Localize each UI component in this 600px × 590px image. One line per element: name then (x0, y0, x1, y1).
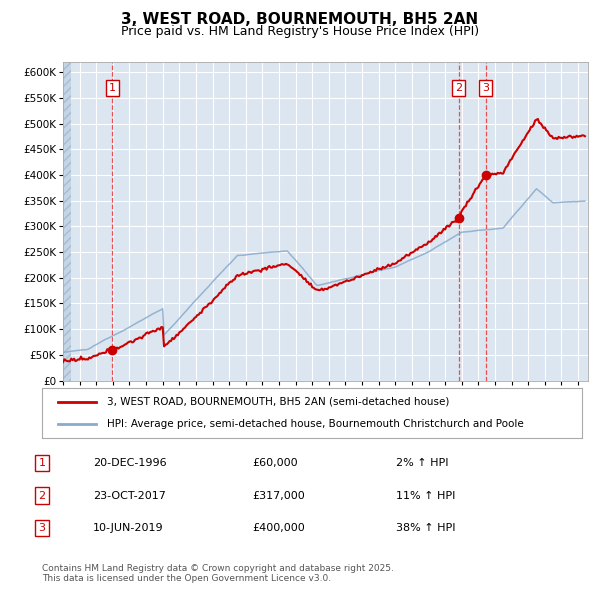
Text: 10-JUN-2019: 10-JUN-2019 (93, 523, 164, 533)
Text: 2% ↑ HPI: 2% ↑ HPI (396, 458, 449, 468)
Text: £317,000: £317,000 (252, 491, 305, 500)
Text: £60,000: £60,000 (252, 458, 298, 468)
Text: 20-DEC-1996: 20-DEC-1996 (93, 458, 167, 468)
Text: 1: 1 (38, 458, 46, 468)
Text: 3: 3 (482, 83, 489, 93)
Text: £400,000: £400,000 (252, 523, 305, 533)
Text: Contains HM Land Registry data © Crown copyright and database right 2025.
This d: Contains HM Land Registry data © Crown c… (42, 563, 394, 583)
Text: 3: 3 (38, 523, 46, 533)
Text: 11% ↑ HPI: 11% ↑ HPI (396, 491, 455, 500)
Text: 3, WEST ROAD, BOURNEMOUTH, BH5 2AN (semi-detached house): 3, WEST ROAD, BOURNEMOUTH, BH5 2AN (semi… (107, 396, 449, 407)
Text: 1: 1 (109, 83, 116, 93)
Bar (63, 62, 71, 381)
Text: 2: 2 (38, 491, 46, 500)
Text: 3, WEST ROAD, BOURNEMOUTH, BH5 2AN: 3, WEST ROAD, BOURNEMOUTH, BH5 2AN (121, 12, 479, 27)
Text: 38% ↑ HPI: 38% ↑ HPI (396, 523, 455, 533)
Text: HPI: Average price, semi-detached house, Bournemouth Christchurch and Poole: HPI: Average price, semi-detached house,… (107, 419, 524, 429)
Text: 2: 2 (455, 83, 462, 93)
Text: Price paid vs. HM Land Registry's House Price Index (HPI): Price paid vs. HM Land Registry's House … (121, 25, 479, 38)
Text: 23-OCT-2017: 23-OCT-2017 (93, 491, 166, 500)
